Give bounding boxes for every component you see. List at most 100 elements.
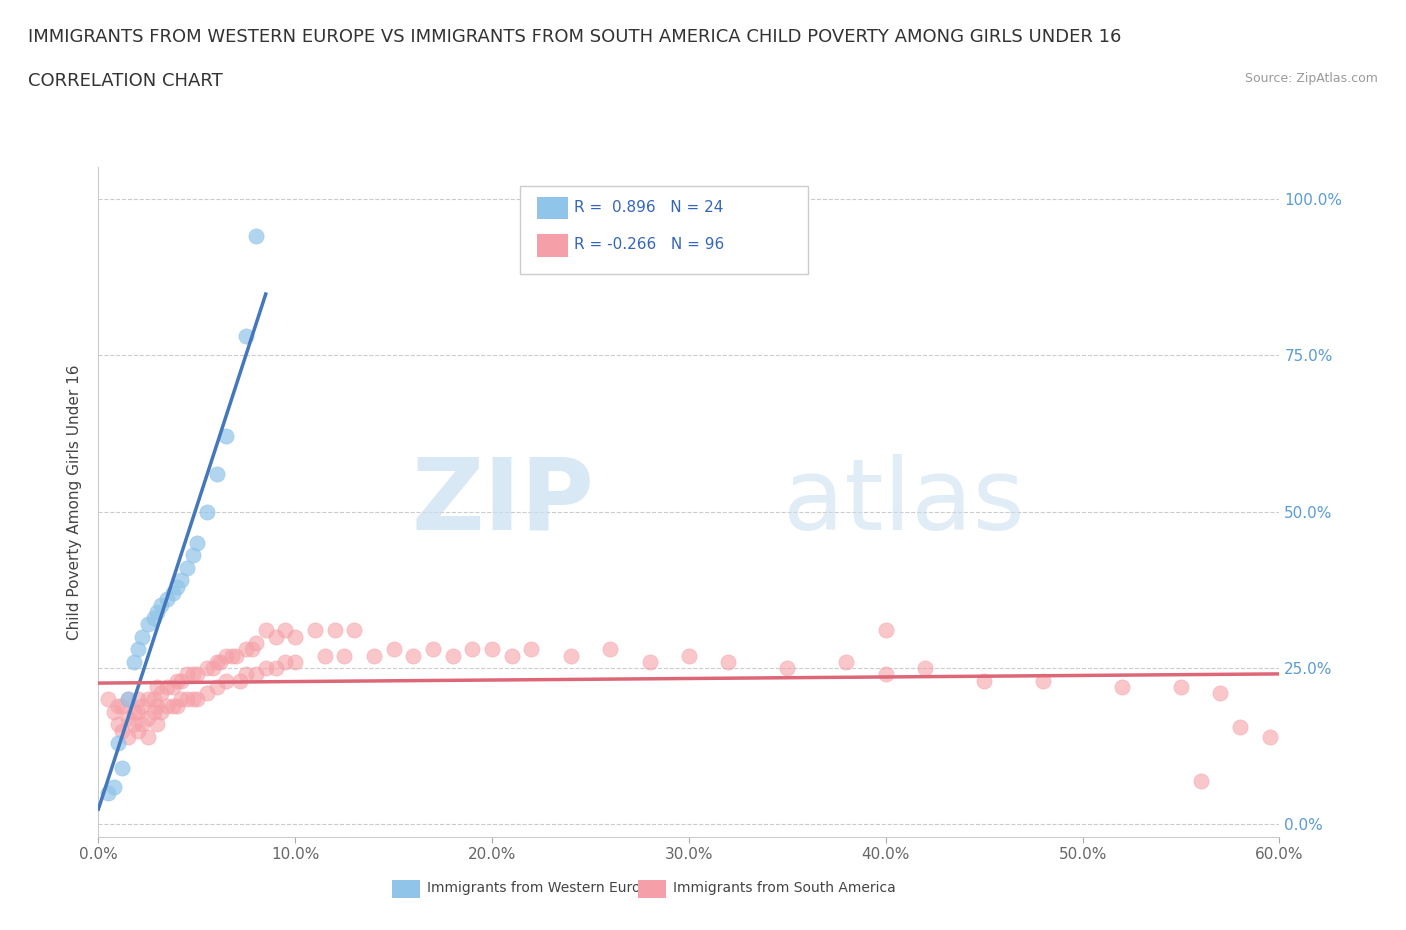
Point [117, 711, 139, 725]
Point [382, 642, 405, 657]
Point [205, 655, 228, 670]
Point [131, 717, 153, 732]
Point [245, 635, 267, 650]
Point [150, 685, 173, 700]
Point [363, 648, 385, 663]
Point [142, 692, 165, 707]
Point [127, 724, 149, 738]
Text: CORRELATION CHART: CORRELATION CHART [28, 72, 224, 89]
Point [240, 642, 263, 657]
Point [107, 717, 129, 732]
Point [117, 729, 139, 744]
Point [186, 536, 208, 551]
Point [209, 655, 232, 670]
Point [117, 692, 139, 707]
Point [461, 642, 484, 657]
Point [520, 642, 543, 657]
Point [441, 648, 464, 663]
Point [146, 680, 169, 695]
Point [973, 673, 995, 688]
Point [875, 667, 897, 682]
Point [215, 673, 238, 688]
Point [914, 660, 936, 675]
Text: R = -0.266   N = 96: R = -0.266 N = 96 [574, 237, 724, 252]
Point [97, 786, 120, 801]
Text: Source: ZipAtlas.com: Source: ZipAtlas.com [1244, 72, 1378, 85]
Point [176, 667, 198, 682]
Point [170, 573, 193, 588]
Point [1189, 773, 1212, 788]
Point [314, 648, 336, 663]
Point [195, 685, 218, 700]
Point [122, 655, 145, 670]
Point [176, 692, 198, 707]
Point [284, 655, 307, 670]
Point [122, 704, 145, 719]
Point [186, 667, 208, 682]
Text: IMMIGRANTS FROM WESTERN EUROPE VS IMMIGRANTS FROM SOUTH AMERICA CHILD POVERTY AM: IMMIGRANTS FROM WESTERN EUROPE VS IMMIGR… [28, 28, 1122, 46]
Point [150, 598, 173, 613]
Text: atlas: atlas [783, 454, 1025, 551]
Point [323, 623, 346, 638]
Point [875, 623, 897, 638]
Point [481, 642, 503, 657]
Point [215, 429, 238, 444]
Point [235, 329, 257, 344]
Point [127, 642, 149, 657]
Text: R =  0.896   N = 24: R = 0.896 N = 24 [574, 200, 723, 215]
Point [638, 655, 661, 670]
Point [146, 604, 169, 619]
Point [235, 667, 257, 682]
Point [422, 642, 444, 657]
Point [195, 504, 218, 519]
Point [1032, 673, 1054, 688]
Point [245, 229, 267, 244]
Point [111, 761, 134, 776]
Point [235, 642, 257, 657]
Point [156, 680, 179, 695]
Point [304, 623, 326, 638]
Point [97, 692, 120, 707]
Point [1209, 685, 1232, 700]
Point [103, 779, 125, 794]
Point [181, 667, 204, 682]
Point [195, 660, 218, 675]
Point [215, 648, 238, 663]
Point [150, 704, 173, 719]
Point [205, 467, 228, 482]
Point [599, 642, 621, 657]
Point [136, 617, 159, 631]
Point [186, 692, 208, 707]
Point [166, 698, 188, 713]
Point [156, 698, 179, 713]
Point [201, 660, 224, 675]
Point [245, 667, 267, 682]
Point [776, 660, 799, 675]
Point [131, 630, 153, 644]
Point [221, 648, 243, 663]
Point [254, 623, 277, 638]
Point [166, 673, 188, 688]
Point [166, 579, 188, 594]
Point [142, 610, 165, 625]
Text: Immigrants from Western Europe: Immigrants from Western Europe [427, 881, 658, 896]
Point [717, 655, 740, 670]
Point [333, 648, 356, 663]
Point [162, 586, 184, 601]
Point [835, 655, 858, 670]
Point [229, 673, 252, 688]
Point [111, 698, 134, 713]
Point [146, 717, 169, 732]
Point [1111, 680, 1133, 695]
Point [678, 648, 700, 663]
Point [170, 673, 193, 688]
Point [176, 561, 198, 576]
Point [343, 623, 366, 638]
Point [122, 717, 145, 732]
Point [181, 692, 204, 707]
Point [274, 655, 297, 670]
Point [146, 698, 169, 713]
Point [107, 698, 129, 713]
Point [402, 648, 425, 663]
Text: ZIP: ZIP [412, 454, 595, 551]
